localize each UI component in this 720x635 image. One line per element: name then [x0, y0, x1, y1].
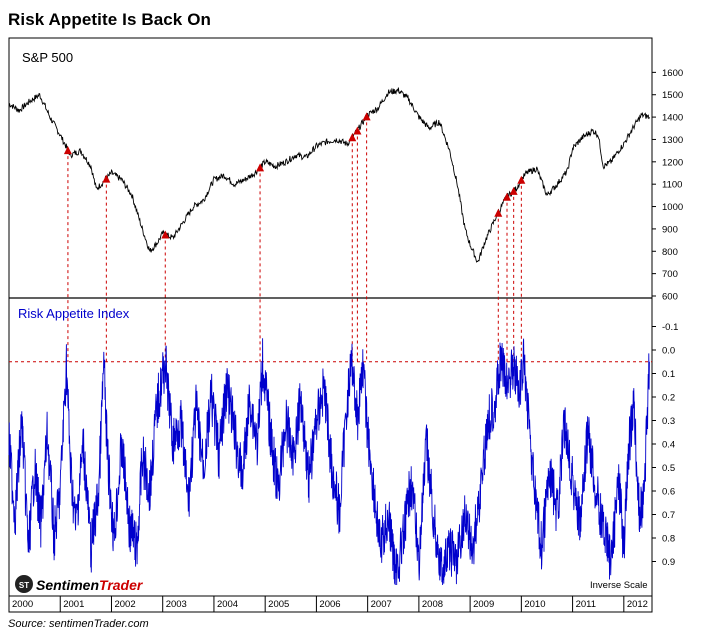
rai-y-tick-label: 0.2 [662, 393, 675, 404]
logo: ST SentimenTrader [15, 575, 144, 593]
x-tick-label: 2001 [63, 599, 84, 610]
chart-title: Risk Appetite Is Back On [8, 10, 211, 29]
x-tick-label: 2005 [268, 599, 289, 610]
rai-y-tick-label: 0.8 [662, 534, 675, 545]
x-tick-label: 2010 [524, 599, 545, 610]
x-tick-label: 2012 [627, 599, 648, 610]
signal-marker [102, 174, 111, 183]
signal-marker [494, 208, 503, 217]
x-tick-label: 2000 [12, 599, 33, 610]
rai-y-tick-label: -0.1 [662, 322, 678, 333]
x-tick-label: 2002 [114, 599, 135, 610]
rai-y-tick-label: 0.4 [662, 440, 675, 451]
rai-y-tick-label: 0.0 [662, 346, 675, 357]
sp500-y-tick-label: 1000 [662, 202, 683, 213]
sp500-y-tick-label: 1300 [662, 135, 683, 146]
axis-ticks: 600 700 800 900 1000 1100 1200 1300 1400 1500 1600… [8, 68, 683, 612]
x-tick-label: 2003 [166, 599, 187, 610]
x-tick-label: 2008 [422, 599, 443, 610]
signal-markers [63, 112, 526, 239]
x-tick-label: 2009 [473, 599, 494, 610]
rai-panel-label: Risk Appetite Index [18, 306, 130, 321]
rai-y-tick-label: 0.5 [662, 463, 675, 474]
rai-y-tick-label: 0.1 [662, 369, 675, 380]
signal-marker [517, 175, 526, 184]
sp500-line [9, 87, 650, 263]
sp500-y-tick-label: 1200 [662, 157, 683, 168]
x-tick-label: 2007 [371, 599, 392, 610]
sp500-y-tick-label: 1400 [662, 113, 683, 124]
rai-y-tick-label: 0.3 [662, 416, 675, 427]
signal-marker [63, 146, 72, 155]
sp500-y-tick-label: 700 [662, 269, 678, 280]
sp500-y-tick-label: 1500 [662, 90, 683, 101]
series-layer [8, 87, 650, 586]
logo-mark: ST [19, 581, 29, 590]
signal-marker [161, 230, 170, 239]
rai-y-tick-label: 0.9 [662, 557, 675, 568]
chart-frame [8, 37, 653, 613]
sp500-y-tick-label: 900 [662, 224, 678, 235]
signal-marker [256, 163, 265, 172]
signal-marker [503, 192, 512, 201]
plot-border [8, 37, 653, 613]
guide-lines [9, 122, 652, 363]
inverse-scale-note: Inverse Scale [590, 580, 648, 591]
logo-text-b: Trader [99, 577, 144, 593]
svg-text:SentimenTrader: SentimenTrader [36, 577, 144, 593]
sp500-y-tick-label: 600 [662, 292, 678, 303]
signal-marker [362, 112, 371, 121]
sp500-panel-label: S&P 500 [22, 50, 73, 65]
sp500-y-tick-label: 1100 [662, 180, 682, 191]
logo-badge [15, 575, 33, 593]
signal-marker [353, 126, 362, 135]
signal-marker [509, 186, 518, 195]
logo-text-a: Sentimen [36, 577, 99, 593]
source-note: Source: sentimenTrader.com [8, 618, 149, 630]
x-tick-label: 2004 [217, 599, 238, 610]
rai-y-tick-label: 0.7 [662, 510, 675, 521]
rai-y-tick-label: 0.6 [662, 487, 675, 498]
signal-marker [348, 133, 357, 142]
rai-line [8, 338, 650, 586]
x-tick-label: 2006 [319, 599, 340, 610]
sp500-y-tick-label: 1600 [662, 68, 683, 79]
x-tick-label: 2011 [576, 599, 596, 610]
sp500-y-tick-label: 800 [662, 247, 678, 258]
